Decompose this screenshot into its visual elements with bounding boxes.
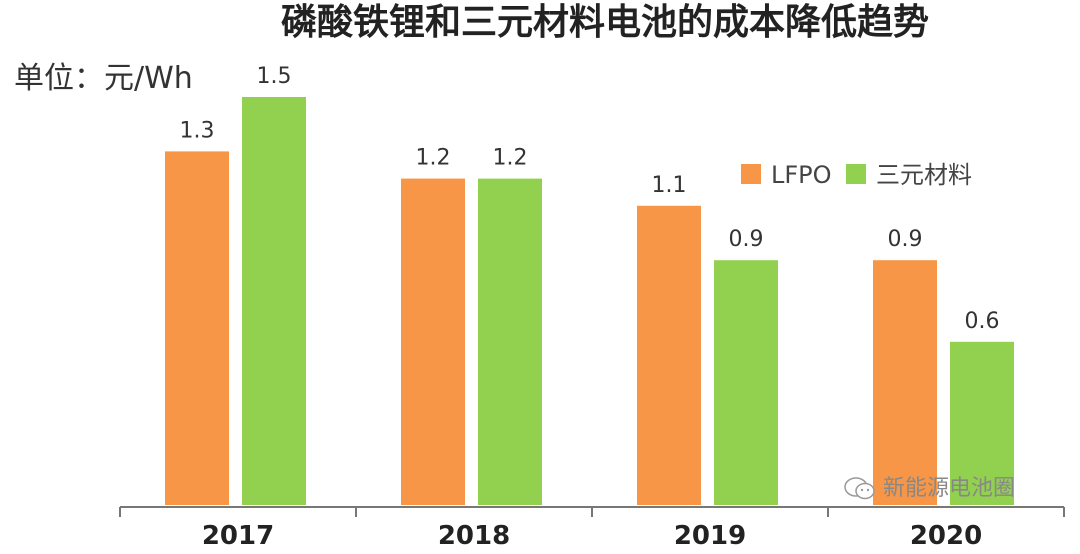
bar-lfpo-2020 xyxy=(873,260,937,505)
unit-label: 单位：元/Wh xyxy=(14,61,193,96)
data-label: 1.1 xyxy=(652,173,687,198)
bar-ternary-2018 xyxy=(478,178,542,505)
watermark-text: 新能源电池圈 xyxy=(883,476,1016,501)
data-label: 1.2 xyxy=(416,146,451,171)
bar-ternary-2020 xyxy=(950,341,1014,505)
x-tick-label: 2018 xyxy=(438,521,510,551)
bar-lfpo-2018 xyxy=(401,178,465,505)
data-label: 1.3 xyxy=(180,118,215,143)
wechat-icon xyxy=(844,477,875,500)
legend-label: 三元材料 xyxy=(876,161,972,189)
data-label: 0.9 xyxy=(888,227,923,252)
data-label: 1.5 xyxy=(257,64,292,89)
bar-ternary-2019 xyxy=(714,260,778,505)
legend-swatch xyxy=(741,164,761,184)
data-label: 0.9 xyxy=(729,227,764,252)
bar-lfpo-2019 xyxy=(637,205,701,506)
watermark: 新能源电池圈 xyxy=(843,476,1015,502)
bar-ternary-2017 xyxy=(242,97,306,505)
x-tick-label: 2020 xyxy=(910,521,982,551)
bar-lfpo-2017 xyxy=(165,151,229,505)
x-tick-label: 2019 xyxy=(674,521,746,551)
data-label: 1.2 xyxy=(493,146,528,171)
x-tick-label: 2017 xyxy=(202,521,274,551)
chart-title: 磷酸铁锂和三元材料电池的成本降低趋势 xyxy=(280,2,929,43)
data-label: 0.6 xyxy=(965,309,1000,334)
legend-swatch xyxy=(846,164,866,184)
legend-label: LFPO xyxy=(771,161,832,189)
